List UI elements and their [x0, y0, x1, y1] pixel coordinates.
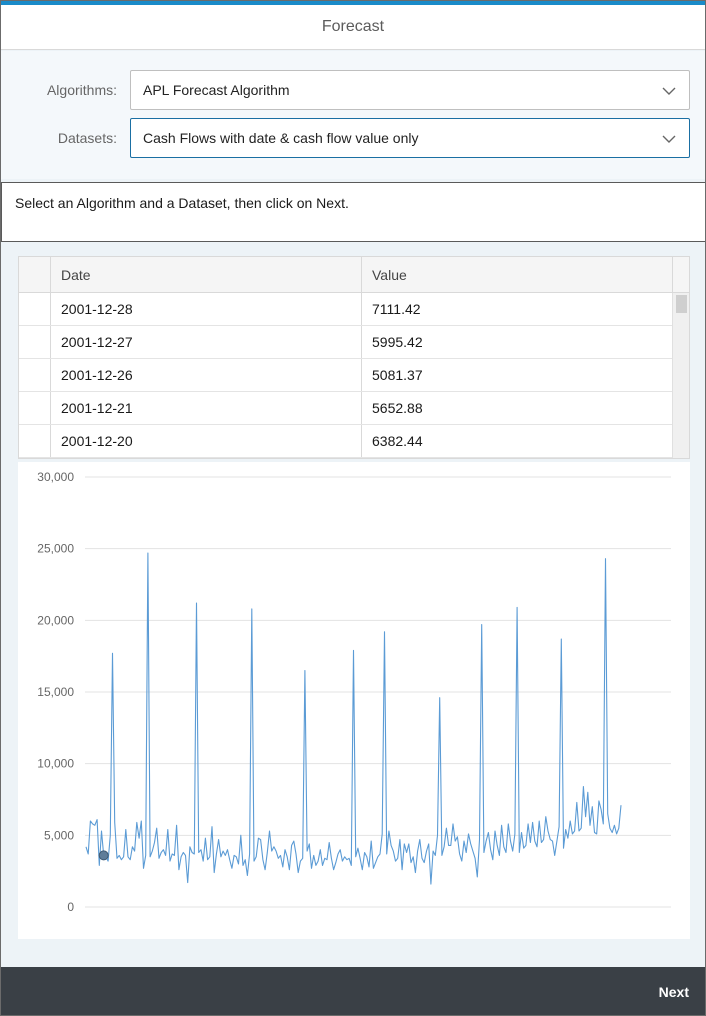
- algorithm-select[interactable]: APL Forecast Algorithm: [130, 70, 690, 110]
- dialog-header: Forecast: [1, 5, 705, 50]
- algorithm-select-value: APL Forecast Algorithm: [143, 82, 290, 98]
- dataset-select-value: Cash Flows with date & cash flow value o…: [143, 130, 419, 146]
- table-row[interactable]: 2001-12-28 7111.42: [19, 293, 689, 326]
- cell-date: 2001-12-21: [51, 392, 362, 424]
- y-tick-label: 25,000: [37, 542, 74, 556]
- instruction-text: Select an Algorithm and a Dataset, then …: [15, 195, 349, 211]
- cell-date: 2001-12-26: [51, 359, 362, 391]
- algorithm-label: Algorithms:: [46, 82, 117, 98]
- hover-point-marker[interactable]: [98, 850, 109, 861]
- table-scrollbar-thumb[interactable]: [676, 295, 687, 313]
- y-tick-label: 20,000: [37, 613, 74, 627]
- row-selector[interactable]: [19, 359, 51, 391]
- dialog-title: Forecast: [321, 18, 385, 35]
- chevron-down-icon[interactable]: [661, 129, 677, 149]
- row-selector[interactable]: [19, 326, 51, 358]
- column-header-date[interactable]: Date: [51, 257, 362, 292]
- cell-value: 6382.44: [362, 425, 673, 457]
- y-tick-label: 10,000: [37, 757, 74, 771]
- y-tick-label: 5,000: [44, 828, 74, 842]
- cell-value: 5995.42: [362, 326, 673, 358]
- y-tick-label: 15,000: [37, 685, 74, 699]
- table-header: Date Value: [19, 257, 689, 293]
- table-row[interactable]: 2001-12-26 5081.37: [19, 359, 689, 392]
- row-selector-header[interactable]: [19, 257, 51, 292]
- column-header-value[interactable]: Value: [362, 257, 673, 292]
- row-selector[interactable]: [19, 293, 51, 325]
- dataset-row: Datasets: Cash Flows with date & cash fl…: [1, 118, 705, 158]
- series-line[interactable]: [85, 552, 622, 885]
- cell-date: 2001-12-20: [51, 425, 362, 457]
- dataset-select[interactable]: Cash Flows with date & cash flow value o…: [130, 118, 690, 158]
- chevron-down-icon[interactable]: [661, 81, 677, 101]
- algorithm-row: Algorithms: APL Forecast Algorithm: [1, 70, 705, 110]
- cell-value: 7111.42: [362, 293, 673, 325]
- instruction-message: Select an Algorithm and a Dataset, then …: [1, 182, 705, 242]
- table-row[interactable]: 2001-12-27 5995.42: [19, 326, 689, 359]
- cell-date: 2001-12-27: [51, 326, 362, 358]
- dataset-preview-table: Date Value 2001-12-28 7111.42 2001-12-27…: [18, 256, 690, 459]
- y-tick-label: 30,000: [37, 470, 74, 484]
- next-button[interactable]: Next: [659, 981, 689, 1003]
- row-selector[interactable]: [19, 392, 51, 424]
- cell-value: 5652.88: [362, 392, 673, 424]
- cell-date: 2001-12-28: [51, 293, 362, 325]
- cell-value: 5081.37: [362, 359, 673, 391]
- dataset-label: Datasets:: [57, 130, 117, 146]
- line-chart-svg: 0 5,000 10,000 15,000 20,000 25,000 30,000: [37, 470, 671, 914]
- cash-flow-chart: 0 5,000 10,000 15,000 20,000 25,000 30,000: [18, 462, 690, 939]
- top-accent-bar: [1, 1, 705, 5]
- row-selector[interactable]: [19, 425, 51, 457]
- dialog-footer: Next: [1, 967, 705, 1015]
- table-row[interactable]: 2001-12-20 6382.44: [19, 425, 689, 458]
- table-scrollbar[interactable]: [672, 293, 689, 458]
- selection-form: Algorithms: APL Forecast Algorithm Datas…: [1, 51, 705, 179]
- table-row[interactable]: 2001-12-21 5652.88: [19, 392, 689, 425]
- y-tick-label: 0: [67, 900, 74, 914]
